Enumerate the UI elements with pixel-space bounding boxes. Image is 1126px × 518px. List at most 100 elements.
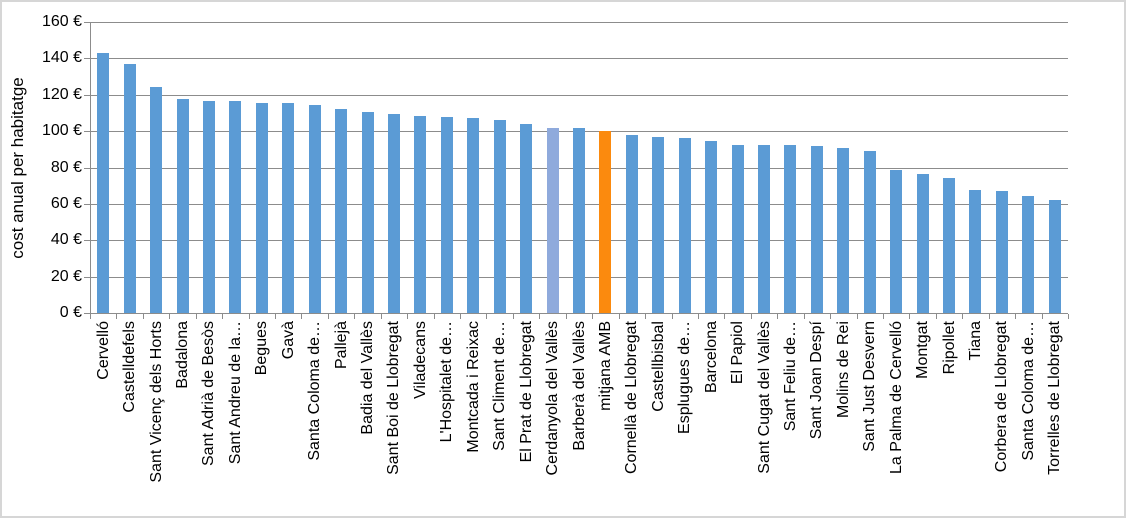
bar xyxy=(784,144,797,313)
category-label: Montcada i Reixac xyxy=(464,321,482,453)
y-tick-mark xyxy=(84,167,90,169)
gridline xyxy=(90,94,1068,96)
category-label: Begues xyxy=(253,321,271,376)
category-label: Barcelona xyxy=(702,321,720,394)
x-tick-mark xyxy=(803,314,805,319)
category-label: Pallejà xyxy=(332,321,350,370)
y-tick-label: 160 € xyxy=(41,13,82,30)
x-tick-mark xyxy=(407,314,409,319)
x-axis-line xyxy=(90,313,1068,314)
bar xyxy=(625,134,638,313)
y-tick-mark xyxy=(84,313,90,314)
bar xyxy=(810,145,823,313)
x-tick-mark xyxy=(327,314,329,319)
category-label: Corbera de Llobregat xyxy=(993,321,1011,473)
category-label: Cerdanyola del Vallès xyxy=(544,321,562,476)
category-label: Barberà del Vallès xyxy=(570,321,588,451)
x-tick-mark xyxy=(354,314,356,319)
category-label: Torrelles de Llobregat xyxy=(1046,321,1064,475)
x-tick-mark xyxy=(1041,314,1043,319)
x-tick-mark xyxy=(962,314,964,319)
x-tick-mark xyxy=(195,314,197,319)
category-label: Viladecans xyxy=(411,321,429,399)
bar xyxy=(123,63,136,313)
y-tick-label: 100 € xyxy=(41,122,82,140)
bar xyxy=(705,141,718,313)
x-tick-mark xyxy=(301,314,303,319)
bar xyxy=(467,118,480,313)
y-tick-mark xyxy=(84,240,90,242)
category-label: Sant Just Desvern xyxy=(861,321,879,452)
y-tick-label: 140 € xyxy=(41,49,82,67)
bar xyxy=(150,87,163,313)
y-tick-mark xyxy=(84,276,90,278)
y-tick-label: 0 € xyxy=(59,304,82,321)
category-label: Molins de Rei xyxy=(834,321,852,418)
category-label: Sant Cugat del Vallès xyxy=(755,321,773,474)
bar xyxy=(202,101,215,313)
category-label: Santa Coloma de… xyxy=(1019,321,1037,461)
bar xyxy=(943,178,956,313)
bar xyxy=(308,104,321,313)
category-label: Sant Boi de Llobregat xyxy=(385,321,403,475)
y-tick-label: 80 € xyxy=(50,158,82,176)
bar xyxy=(758,144,771,313)
bar xyxy=(837,148,850,313)
bar xyxy=(916,173,929,313)
category-label: Tiana xyxy=(966,321,984,361)
x-tick-mark xyxy=(380,314,382,319)
y-tick-label: 120 € xyxy=(41,85,82,103)
bar xyxy=(520,123,533,313)
bar xyxy=(969,190,982,313)
bar xyxy=(890,170,903,313)
x-tick-mark xyxy=(460,314,462,319)
bar xyxy=(652,136,665,313)
x-tick-mark xyxy=(116,314,118,319)
category-label: Castellbisbal xyxy=(649,321,667,412)
x-tick-mark xyxy=(935,314,937,319)
y-tick-mark xyxy=(84,131,90,133)
x-tick-mark xyxy=(856,314,858,319)
bar xyxy=(678,138,691,313)
category-label: Gavà xyxy=(279,321,297,360)
category-label: Cornellà de Llobregat xyxy=(623,321,641,474)
x-tick-mark xyxy=(433,314,435,319)
bar xyxy=(97,52,110,313)
category-label: Cervelló xyxy=(94,321,112,380)
x-tick-mark xyxy=(671,314,673,319)
bar xyxy=(493,120,506,313)
x-tick-mark xyxy=(539,314,541,319)
bar xyxy=(176,99,189,313)
x-tick-mark xyxy=(645,314,647,319)
x-tick-mark xyxy=(909,314,911,319)
x-tick-mark xyxy=(486,314,488,319)
bar xyxy=(255,102,268,313)
category-label: Badalona xyxy=(174,321,191,389)
y-tick-mark xyxy=(84,203,90,205)
category-label: Ripollet xyxy=(940,321,958,375)
x-tick-mark xyxy=(90,314,91,319)
y-tick-mark xyxy=(84,58,90,60)
bar xyxy=(731,144,744,313)
y-tick-mark xyxy=(84,94,90,96)
category-label: L'Hospitalet de… xyxy=(438,321,456,443)
bar xyxy=(599,131,612,313)
bar xyxy=(282,102,295,313)
bar xyxy=(1022,195,1035,313)
x-tick-mark xyxy=(512,314,514,319)
x-tick-mark xyxy=(169,314,171,319)
bar xyxy=(863,151,876,313)
category-label: Badia del Vallès xyxy=(359,321,377,435)
bar xyxy=(573,128,585,313)
y-tick-label: 20 € xyxy=(50,267,82,285)
x-tick-mark xyxy=(724,314,726,319)
x-tick-mark xyxy=(750,314,752,319)
category-label: Castelldefels xyxy=(121,321,139,413)
category-label: Esplugues de… xyxy=(676,321,694,434)
gridline xyxy=(90,22,1068,23)
x-tick-mark xyxy=(248,314,250,319)
bar xyxy=(546,128,559,313)
x-tick-mark xyxy=(142,314,144,319)
category-label: Montgat xyxy=(914,321,932,379)
